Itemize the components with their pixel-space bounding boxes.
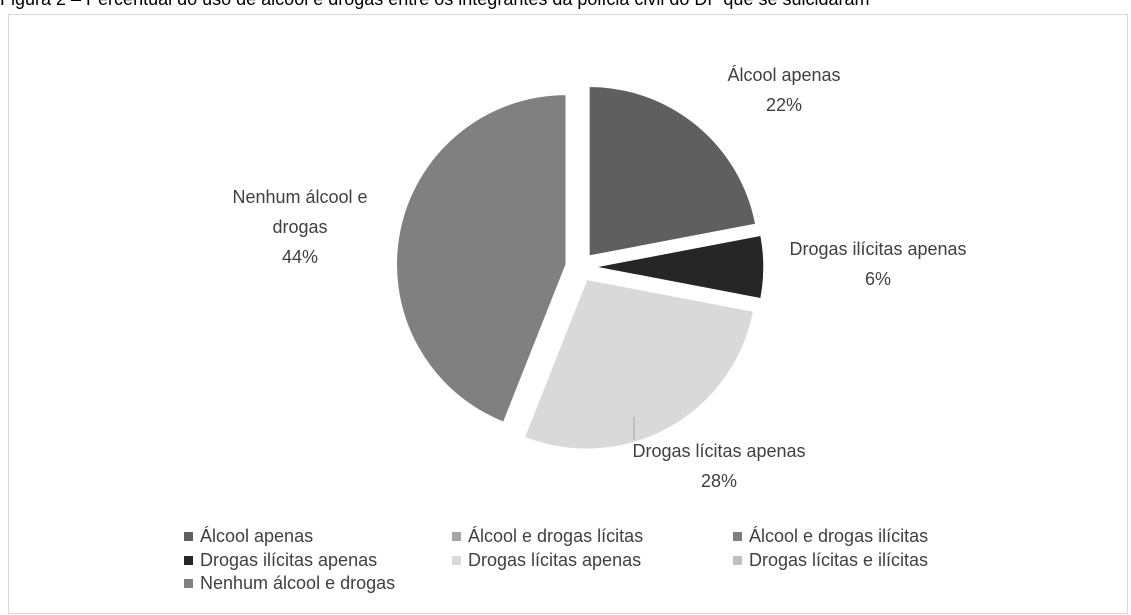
data-label-name-drogas-ilicitas-apenas: Drogas ilícitas apenas — [789, 239, 966, 259]
legend-item-alcool-e-drogas-ilicitas: Álcool e drogas ilícitas — [733, 526, 928, 546]
legend-item-nenhum-alcool-e-drogas: Nenhum álcool e drogas — [184, 573, 395, 593]
pie-slice-drogas-licitas-apenas — [523, 278, 755, 451]
data-label-value-drogas-ilicitas-apenas: 6% — [865, 269, 891, 289]
legend-label: Álcool apenas — [200, 526, 313, 546]
pie-slices — [395, 85, 765, 451]
data-label-name-nenhum-alcool-e-drogas: drogas — [272, 217, 327, 237]
legend-label: Drogas lícitas e ilícitas — [749, 550, 928, 570]
pie-slice-nenhum-alcool-e-drogas — [395, 93, 567, 424]
legend-item-drogas-licitas-e-ilicitas: Drogas lícitas e ilícitas — [733, 550, 928, 570]
slice-labels: Álcool apenas 22% Drogas ilícitas apenas 6%… — [232, 65, 966, 491]
legend-item-alcool-apenas: Álcool apenas — [184, 526, 313, 546]
legend-label: Drogas ilícitas apenas — [200, 550, 377, 570]
legend-label: Nenhum álcool e drogas — [200, 573, 395, 593]
legend-swatch — [452, 556, 461, 565]
legend-swatch — [184, 579, 193, 588]
legend-swatch — [733, 532, 742, 541]
legend-swatch — [184, 556, 193, 565]
data-label-name-nenhum-alcool-e-drogas: Nenhum álcool e — [232, 187, 367, 207]
data-label-value-nenhum-alcool-e-drogas: 44% — [282, 247, 318, 267]
legend-swatch — [452, 532, 461, 541]
legend-label: Drogas lícitas apenas — [468, 550, 641, 570]
legend-item-drogas-licitas-apenas: Drogas lícitas apenas — [452, 550, 641, 570]
data-label-value-drogas-licitas-apenas: 28% — [701, 471, 737, 491]
legend-swatch — [184, 532, 193, 541]
data-label-value-alcool-apenas: 22% — [766, 95, 802, 115]
data-label-name-drogas-licitas-apenas: Drogas lícitas apenas — [632, 441, 805, 461]
pie-slice-drogas-ilicitas-apenas — [593, 234, 765, 300]
data-label-name-alcool-apenas: Álcool apenas — [727, 65, 840, 85]
legend-item-alcool-e-drogas-licitas: Álcool e drogas lícitas — [452, 526, 643, 546]
legend-swatch — [733, 556, 742, 565]
pie-slice-alcool-apenas — [588, 85, 757, 258]
chart-frame: Álcool apenas 22% Drogas ilícitas apenas 6%… — [8, 14, 1128, 614]
legend-item-drogas-ilicitas-apenas: Drogas ilícitas apenas — [184, 550, 377, 570]
figure-caption: Figura 2 – Percentual do uso de álcool e… — [0, 0, 1131, 10]
legend-label: Álcool e drogas lícitas — [468, 526, 643, 546]
pie-chart: Álcool apenas 22% Drogas ilícitas apenas 6%… — [184, 65, 967, 593]
chart-legend: Álcool apenas Álcool e drogas lícitas Álco… — [184, 526, 928, 593]
legend-label: Álcool e drogas ilícitas — [749, 526, 928, 546]
